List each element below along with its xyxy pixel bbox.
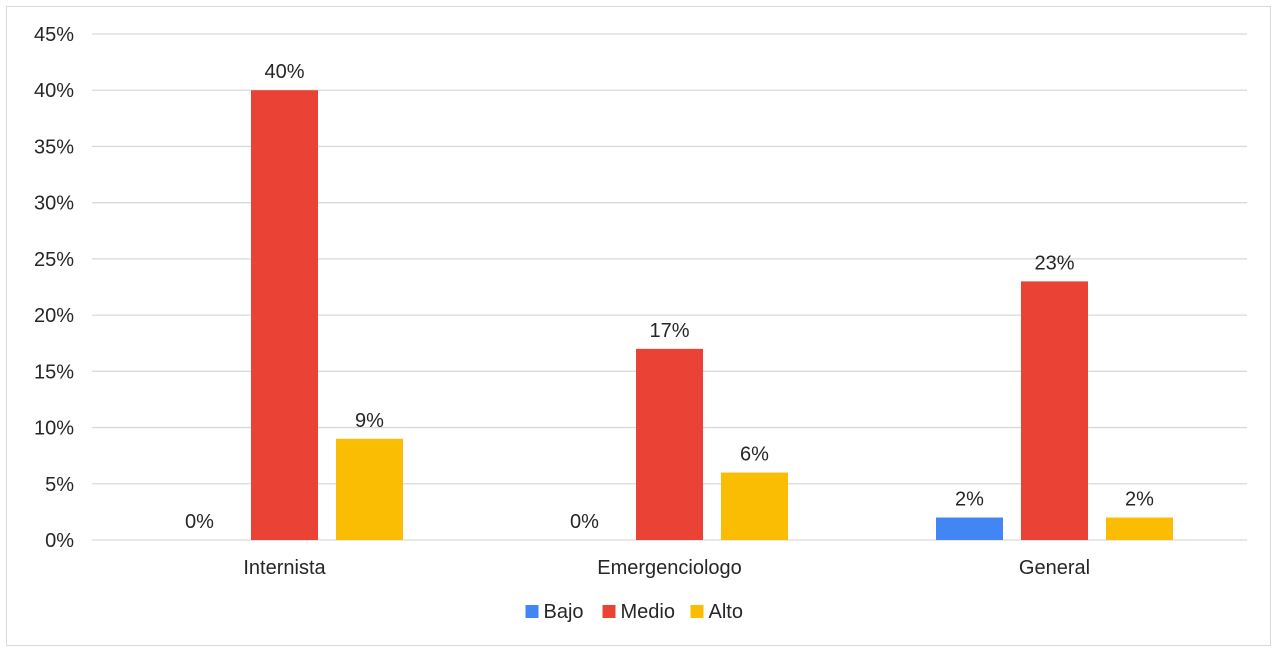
y-axis-tick-labels: 0% 5% 10% 15% 20% 25% 30% 35% 40% 45% — [34, 24, 74, 552]
legend-item-bajo: Bajo — [525, 601, 584, 623]
y-tick-label: 10% — [34, 418, 74, 440]
category-label-general: General — [1019, 557, 1090, 579]
y-tick-label: 15% — [34, 361, 74, 383]
y-tick-label: 25% — [34, 249, 74, 271]
data-label-medio-emergenciologo: 17% — [649, 320, 689, 342]
chart-frame: 0% 5% 10% 15% 20% 25% 30% 35% 40% 45% 0% 40% 9% 0% 17… — [6, 6, 1271, 646]
legend-item-medio: Medio — [602, 601, 675, 623]
bar-medio-general — [1021, 281, 1088, 540]
data-label-alto-emergenciologo: 6% — [740, 444, 769, 466]
data-labels: 0% 40% 9% 0% 17% 6% 2% 23% 2% — [185, 61, 1154, 533]
legend-swatch — [690, 605, 704, 618]
category-label-emergenciologo: Emergenciologo — [597, 557, 742, 579]
legend-label: Medio — [621, 601, 675, 623]
data-label-alto-internista: 9% — [355, 410, 384, 432]
legend-label: Bajo — [544, 601, 584, 623]
y-tick-label: 30% — [34, 193, 74, 215]
y-tick-label: 40% — [34, 80, 74, 102]
y-tick-label: 45% — [34, 24, 74, 46]
y-tick-label: 0% — [45, 530, 74, 552]
data-label-alto-general: 2% — [1125, 489, 1154, 511]
bars — [251, 90, 1173, 540]
data-label-medio-general: 23% — [1034, 252, 1074, 274]
bar-bajo-general — [936, 517, 1003, 540]
legend-swatch — [602, 605, 616, 618]
bar-alto-general — [1106, 517, 1173, 540]
data-label-medio-internista: 40% — [264, 61, 304, 83]
bar-medio-emergenciologo — [636, 348, 703, 540]
data-label-bajo-internista: 0% — [185, 511, 214, 533]
legend: Bajo Medio Alto — [525, 601, 743, 623]
bar-chart: 0% 5% 10% 15% 20% 25% 30% 35% 40% 45% 0% 40% 9% 0% 17… — [34, 24, 1247, 623]
legend-item-alto: Alto — [690, 601, 743, 623]
data-label-bajo-general: 2% — [955, 489, 984, 511]
bar-alto-emergenciologo — [721, 472, 788, 540]
y-tick-label: 20% — [34, 305, 74, 327]
legend-swatch — [525, 605, 539, 618]
data-label-bajo-emergenciologo: 0% — [570, 511, 599, 533]
bar-alto-internista — [336, 438, 403, 540]
x-axis-category-labels: Internista Emergenciologo General — [243, 557, 1090, 579]
y-tick-label: 5% — [45, 474, 74, 496]
y-tick-label: 35% — [34, 136, 74, 158]
legend-label: Alto — [709, 601, 743, 623]
category-label-internista: Internista — [243, 557, 326, 579]
bar-medio-internista — [251, 90, 318, 540]
